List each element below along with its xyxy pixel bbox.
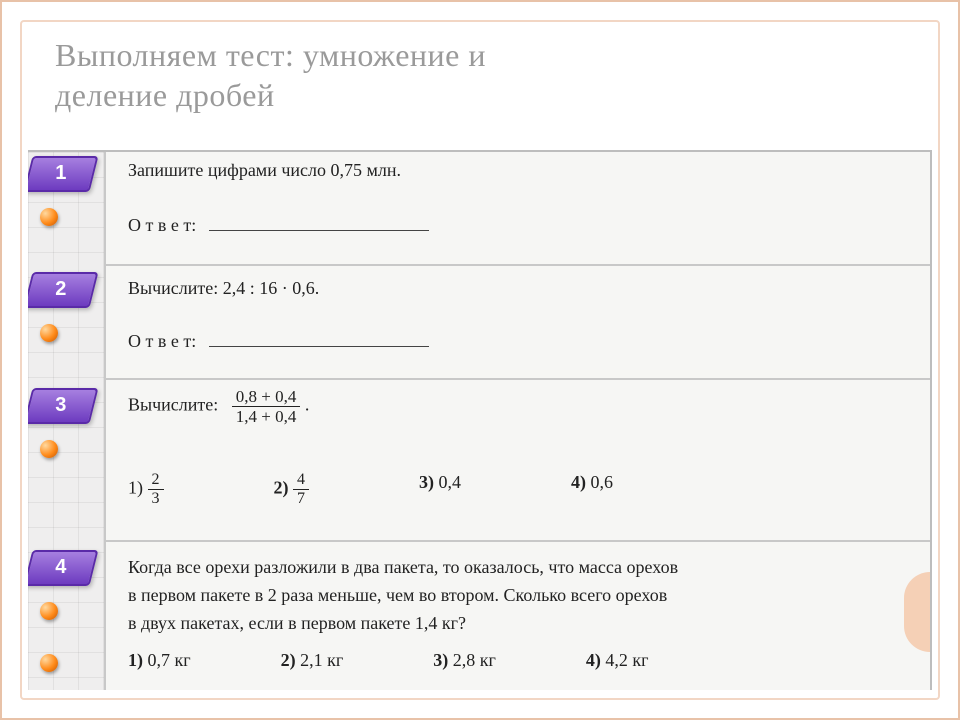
q3-options: 1) 2 3 2) 4 7 3) 0,4 (128, 472, 613, 507)
q3-option-4[interactable]: 4) 0,6 (571, 472, 613, 507)
q1-answer-row: О т в е т: (128, 210, 429, 236)
question-tag-2: 2 (28, 272, 98, 308)
q3-fraction: 0,8 + 0,4 1,4 + 0,4 (232, 388, 301, 425)
q1-prompt: Запишите цифрами число 0,75 млн. (128, 160, 401, 181)
question-tag-1: 1 (28, 156, 98, 192)
q4-option-4[interactable]: 4) 4,2 кг (586, 650, 649, 671)
q4-options: 1) 0,7 кг 2) 2,1 кг 3) 2,8 кг 4) 4,2 кг (128, 650, 649, 671)
content-column: Запишите цифрами число 0,75 млн. О т в е… (106, 152, 930, 690)
q3-option-3[interactable]: 3) 0,4 (419, 472, 461, 507)
answer-blank[interactable] (209, 326, 429, 347)
q4-option-2[interactable]: 2) 2,1 кг (281, 650, 344, 671)
bullet-icon (40, 440, 58, 458)
title-line-1: Выполняем тест: умножение и (55, 37, 486, 73)
answer-label: О т в е т: (128, 215, 196, 235)
q3-prefix: Вычислите: (128, 395, 218, 415)
bullet-icon (40, 654, 58, 672)
q4-option-1[interactable]: 1) 0,7 кг (128, 650, 191, 671)
q4-option-3[interactable]: 3) 2,8 кг (433, 650, 496, 671)
bullet-icon (40, 208, 58, 226)
bullet-icon (40, 602, 58, 620)
bullet-icon (40, 324, 58, 342)
q3-suffix: . (305, 395, 310, 415)
q2-prompt: Вычислите: 2,4 : 16 · 0,6. (128, 278, 319, 299)
title-line-2: деление дробей (55, 77, 275, 113)
q4-prompt: Когда все орехи разложили в два пакета, … (128, 554, 678, 638)
answer-label: О т в е т: (128, 331, 196, 351)
q3-prompt: Вычислите: 0,8 + 0,4 1,4 + 0,4 . (128, 388, 309, 425)
question-tag-4: 4 (28, 550, 98, 586)
answer-blank[interactable] (209, 210, 429, 231)
slide-title: Выполняем тест: умножение и деление дроб… (55, 35, 486, 115)
q2-answer-row: О т в е т: (128, 326, 429, 352)
worksheet: 1 2 3 4 Запишите цифрами число 0,75 млн.… (28, 150, 932, 690)
slide-frame: Выполняем тест: умножение и деление дроб… (0, 0, 960, 720)
question-tag-3: 3 (28, 388, 98, 424)
q3-option-1[interactable]: 1) 2 3 (128, 472, 164, 507)
side-accent-shape (904, 572, 930, 652)
q3-option-2[interactable]: 2) 4 7 (274, 472, 310, 507)
